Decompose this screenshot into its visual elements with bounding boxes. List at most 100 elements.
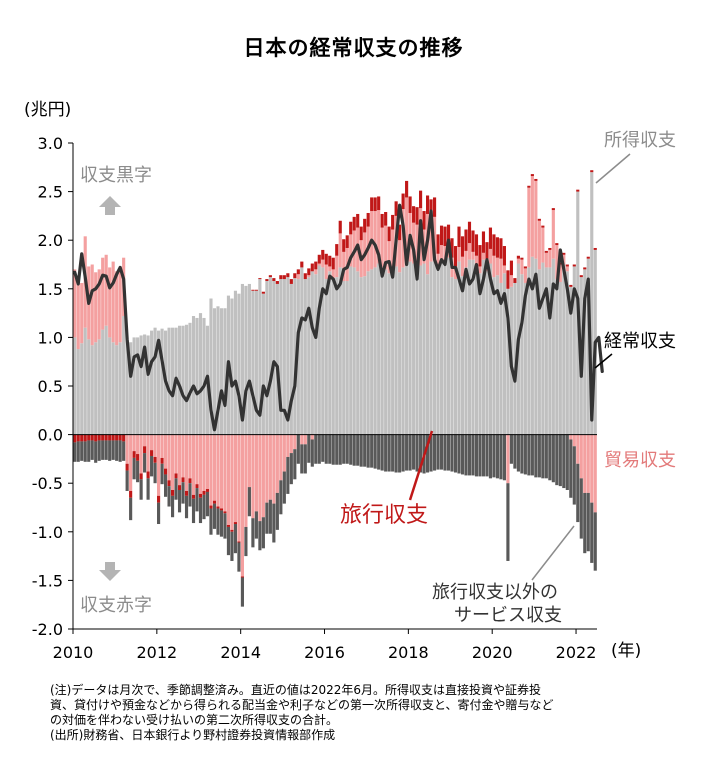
primary-income-bar [268,277,272,435]
primary-income-bar [125,339,129,435]
other-services-bar [244,526,248,557]
primary-income-bar [87,339,91,435]
primary-income-bar [544,267,548,435]
primary-income-bar [387,273,391,435]
travel-balance-bar [164,468,168,475]
other-services-bar [436,434,440,470]
trade-balance-bar [387,241,391,274]
primary-income-bar [586,258,590,435]
other-services-bar [464,434,468,476]
other-services-bar [377,434,381,470]
trade-balance-bar [132,434,136,452]
travel-balance-bar [555,243,559,246]
trade-balance-bar [457,247,461,262]
travel-balance-bar [198,493,203,498]
other-services-bar [506,483,510,561]
primary-income-bar [590,172,594,435]
other-services-bar [352,434,356,466]
travel-balance-bar [223,511,227,514]
travel-balance-bar [384,212,388,226]
other-services-bar [569,439,573,498]
primary-income-bar [436,267,440,435]
travel-balance-bar [342,239,346,252]
primary-income-bar [307,277,311,435]
other-services-bar [384,434,388,472]
primary-income-bar [450,277,454,435]
primary-income-bar [258,279,262,435]
trade-balance-bar [373,211,377,268]
travel-balance-bar [94,434,98,442]
travel-balance-bar [80,434,84,442]
primary-income-bar [314,274,318,435]
trade-balance-bar [488,248,493,264]
trade-balance-bar [115,271,119,346]
primary-income-leader [595,153,631,184]
trade-balance-bar [565,266,569,272]
travel-balance-bar [387,226,391,242]
trade-balance-bar [523,268,527,283]
other-services-bar [363,434,367,467]
travel-balance-bar [115,434,119,441]
x-tick-label: 2010 [53,643,94,662]
travel-balance-bar [90,434,94,441]
primary-income-bar [419,265,423,435]
primary-income-bar [520,274,524,435]
trade-balance-bar [80,282,84,344]
primary-income-bar [495,275,500,435]
travel-balance-bar [136,454,140,461]
trade-balance-bar [530,176,534,257]
travel-balance-bar [205,489,210,492]
trade-balance-bar [143,434,147,447]
primary-income-bar [282,279,286,435]
primary-income-bar [83,327,87,435]
primary-income-bar [97,339,101,435]
chart-title: 日本の経常収支の推移 [243,36,464,60]
travel-balance-bar [569,284,573,287]
other-services-bar [460,434,465,475]
other-services-bar [387,434,391,472]
travel-balance-bar [436,234,440,254]
primary-income-bar [212,308,217,435]
other-services-bar [191,498,196,524]
other-services-bar [118,440,122,462]
travel-balance-bar [530,174,534,177]
primary-income-bar [286,277,290,435]
primary-income-bar [471,259,475,435]
primary-income-bar [502,273,506,435]
other-services-bar [401,434,405,472]
primary-income-bar [331,279,335,435]
primary-income-bar [157,330,161,435]
primary-income-bar [188,322,192,435]
travel-balance-bar [513,278,517,283]
primary-income-bar [356,271,360,435]
trade-balance-bar [590,434,594,503]
other-services-bar [412,434,416,470]
travel-balance-bar [129,490,133,498]
up-arrow-icon [99,196,121,215]
primary-income-bar [485,271,489,435]
trade-balance-bar [101,257,105,330]
travel-balance-bar [593,247,597,250]
travel-balance-bar [572,264,576,267]
trade-balance-bar [90,264,94,346]
other-services-bar [527,434,531,476]
primary-income-bar [317,265,321,435]
other-services-bar [136,460,140,483]
travel-balance-bar [352,216,356,231]
x-tick-label: 2016 [304,643,345,662]
primary-income-bar [565,271,569,435]
travel-balance-bar [523,266,527,269]
other-services-bar [157,502,161,525]
primary-income-bar [513,282,517,435]
surplus-label: 収支黒字 [80,165,152,186]
trade-balance-bar [164,434,168,469]
primary-income-bar [324,279,328,435]
primary-income-bar [265,281,269,435]
other-services-bar [335,434,339,465]
other-services-bar [111,440,115,460]
other-services-bar [593,512,597,571]
primary-income-bar [223,308,227,435]
trade-balance-bar [195,434,199,485]
other-services-bar [293,449,297,480]
primary-income-bar [279,279,283,435]
